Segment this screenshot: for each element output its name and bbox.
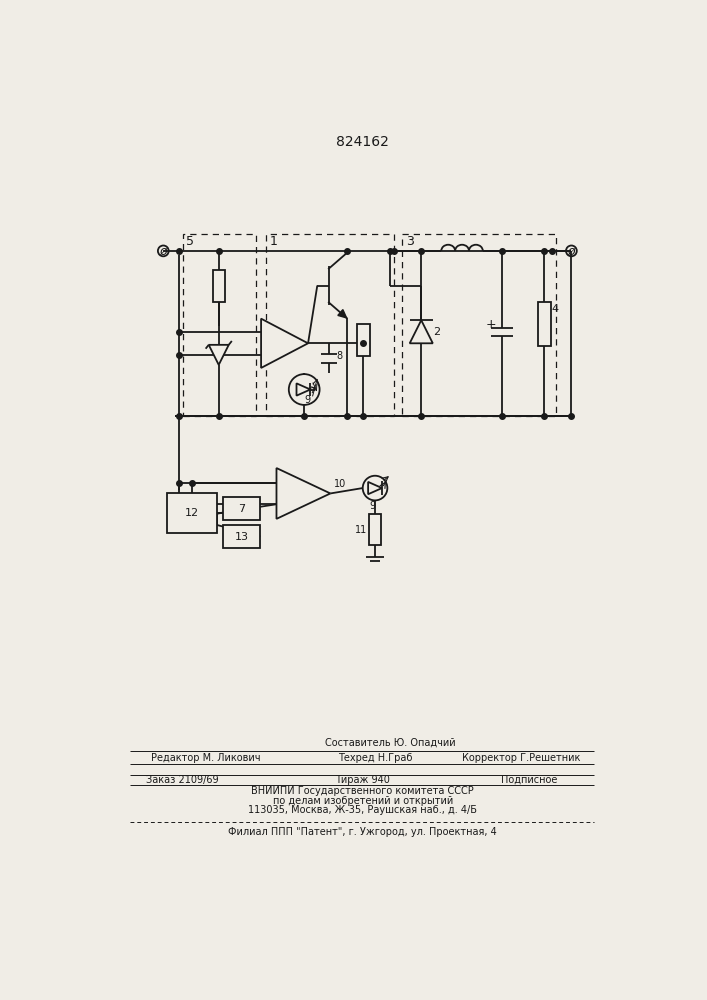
Polygon shape (261, 319, 308, 368)
Text: по делам изобретений и открытий: по делам изобретений и открытий (273, 796, 453, 806)
Text: -: - (284, 476, 288, 490)
Bar (213, 270, 225, 302)
Text: 9: 9 (304, 395, 310, 405)
Text: +: + (486, 318, 496, 331)
Bar (266, 234, 395, 416)
Polygon shape (209, 345, 229, 365)
Text: 6: 6 (274, 338, 281, 348)
Text: Техред Н.Граб: Техред Н.Граб (338, 753, 412, 763)
Text: 2: 2 (433, 327, 440, 337)
Text: Филиал ППП "Патент", г. Ужгород, ул. Проектная, 4: Филиал ППП "Патент", г. Ужгород, ул. Про… (228, 827, 497, 837)
Text: 11: 11 (355, 525, 368, 535)
Polygon shape (296, 383, 310, 396)
Text: Заказ 2109/69: Заказ 2109/69 (146, 775, 219, 785)
Text: Составитель Ю. Опадчий: Составитель Ю. Опадчий (325, 737, 456, 747)
Text: ВНИИПИ Государственного комитета СССР: ВНИИПИ Государственного комитета СССР (252, 786, 474, 796)
Text: 7: 7 (238, 504, 245, 514)
Text: 8: 8 (337, 351, 343, 361)
Text: 1: 1 (269, 235, 277, 248)
Bar (223, 525, 260, 548)
Text: +: + (280, 497, 291, 511)
Polygon shape (276, 468, 330, 519)
Bar (369, 514, 381, 545)
Text: 10: 10 (334, 479, 346, 489)
Polygon shape (338, 310, 346, 318)
Polygon shape (368, 482, 382, 494)
Text: Подписное: Подписное (501, 775, 557, 785)
Text: 12: 12 (185, 508, 199, 518)
Polygon shape (409, 320, 433, 343)
Text: ø: ø (568, 244, 575, 257)
Bar (357, 324, 370, 356)
Text: Корректор Г.Решетник: Корректор Г.Решетник (462, 753, 580, 763)
Bar (402, 234, 556, 416)
Text: 5: 5 (186, 235, 194, 248)
Text: 9: 9 (370, 501, 376, 511)
Text: 824162: 824162 (337, 135, 389, 149)
Text: Тираж 940: Тираж 940 (335, 775, 390, 785)
Bar (167, 493, 217, 533)
Text: 4: 4 (551, 304, 559, 314)
Text: ø: ø (160, 244, 167, 257)
Text: 13: 13 (235, 532, 249, 542)
Bar (182, 234, 256, 416)
Bar (538, 302, 551, 346)
Bar (223, 497, 260, 520)
Text: Редактор М. Ликович: Редактор М. Ликович (151, 753, 260, 763)
Text: 113035, Москва, Ж-35, Раушская наб., д. 4/Б: 113035, Москва, Ж-35, Раушская наб., д. … (248, 805, 477, 815)
Text: 3: 3 (406, 235, 414, 248)
